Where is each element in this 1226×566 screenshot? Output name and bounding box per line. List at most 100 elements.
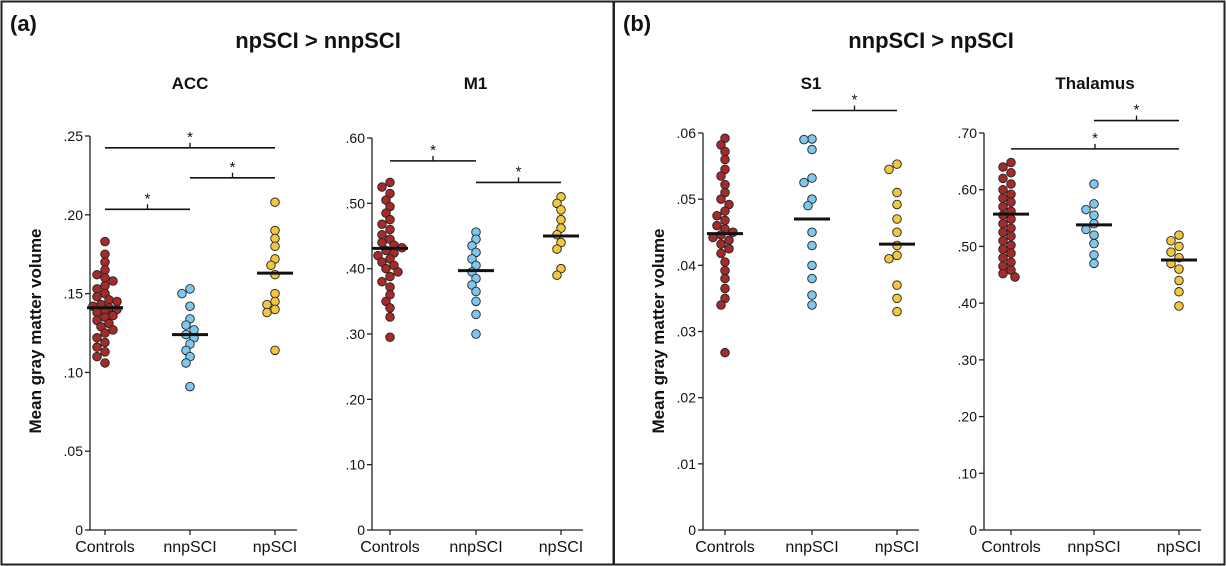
data-point (1089, 199, 1099, 209)
y-tick-label: .40 (958, 295, 978, 311)
data-point (892, 293, 902, 304)
data-point (377, 182, 387, 192)
data-point (1006, 240, 1016, 251)
data-point (998, 218, 1008, 229)
data-point (1006, 189, 1016, 200)
data-point (1006, 257, 1016, 268)
y-tick-label: 0 (969, 522, 977, 538)
x-tick-label: Controls (360, 539, 420, 556)
subplot-title: S1 (801, 74, 822, 93)
data-point (1174, 241, 1184, 252)
data-point (1089, 250, 1099, 260)
data-point (998, 184, 1008, 195)
x-tick-label: npSCI (1157, 539, 1201, 556)
data-point (998, 201, 1008, 212)
data-point (552, 270, 562, 280)
y-tick-label: .03 (677, 324, 697, 340)
data-point (716, 248, 726, 259)
y-tick-label: .10 (958, 465, 978, 481)
data-point (262, 307, 272, 318)
panel-a-letter: (a) (10, 11, 37, 36)
data-point (720, 215, 730, 226)
data-point (471, 329, 481, 339)
data-point (262, 299, 272, 310)
y-tick-label: .10 (346, 457, 366, 473)
data-point (1006, 157, 1016, 168)
data-point (716, 239, 726, 249)
data-point (1081, 224, 1091, 235)
data-point (884, 164, 894, 175)
x-tick-label: Controls (981, 539, 1041, 556)
data-point (807, 134, 817, 144)
data-point (471, 286, 481, 297)
y-axis-label-a: Mean gray matter volume (26, 228, 45, 433)
data-point (807, 144, 817, 155)
data-point (892, 159, 902, 169)
data-point (1006, 223, 1016, 234)
data-point (1089, 230, 1099, 240)
data-point (270, 241, 280, 252)
data-point (92, 307, 102, 318)
subplot-title: ACC (172, 74, 209, 93)
data-point (1089, 258, 1099, 269)
y-tick-label: .10 (64, 364, 84, 380)
data-point (892, 214, 902, 224)
x-tick-label: nnpSCI (163, 539, 216, 556)
y-tick-label: .60 (958, 182, 978, 198)
subplot-s1: S1 0 .01 .02 .03 .04 .05 .06 Controls nnpSCI npSCI… (677, 74, 920, 556)
data-point (385, 177, 395, 188)
data-point (724, 244, 734, 254)
data-point (720, 146, 730, 157)
data-point (1166, 247, 1176, 257)
data-point (100, 280, 110, 291)
data-point (1006, 248, 1016, 258)
x-tick-label: nnpSCI (1067, 539, 1120, 556)
data-point (998, 244, 1008, 255)
data-point (1010, 272, 1020, 282)
data-point (108, 325, 118, 335)
y-tick-label: .05 (64, 443, 84, 459)
data-point (720, 257, 730, 267)
data-point (892, 187, 902, 198)
data-point (556, 214, 566, 225)
x-tick-label: nnpSCI (785, 539, 838, 556)
data-point (720, 265, 730, 276)
data-point (1089, 238, 1099, 249)
data-point (270, 197, 280, 207)
data-point (998, 268, 1008, 279)
data-point (1081, 204, 1091, 215)
data-point (1006, 197, 1016, 207)
data-point (720, 154, 730, 165)
data-point (884, 253, 894, 264)
data-point (892, 280, 902, 290)
data-point (92, 332, 102, 343)
data-point (385, 303, 395, 313)
y-tick-label: .15 (64, 286, 84, 302)
data-point (892, 199, 902, 210)
data-point (716, 300, 726, 310)
data-point (807, 290, 817, 300)
data-point (185, 301, 195, 311)
data-point (1006, 167, 1016, 178)
y-tick-label: .20 (346, 391, 366, 407)
data-point (92, 342, 102, 352)
data-point (799, 134, 809, 145)
data-point (1006, 214, 1016, 224)
data-point (716, 171, 726, 181)
data-point (270, 304, 280, 315)
data-point (1174, 230, 1184, 240)
data-point (1174, 275, 1184, 286)
data-point (377, 229, 387, 240)
y-tick-label: 0 (357, 522, 365, 538)
y-tick-label: .02 (677, 390, 697, 406)
data-point (100, 273, 110, 283)
data-point (712, 210, 722, 221)
data-point (720, 283, 730, 294)
significance-star: * (1092, 130, 1098, 147)
y-tick-label: .25 (64, 128, 84, 144)
data-point (724, 235, 734, 245)
data-point (377, 276, 387, 287)
subplot-title: Thalamus (1055, 74, 1134, 93)
panel-a-frame (0, 0, 615, 566)
y-tick-label: .70 (958, 125, 978, 141)
